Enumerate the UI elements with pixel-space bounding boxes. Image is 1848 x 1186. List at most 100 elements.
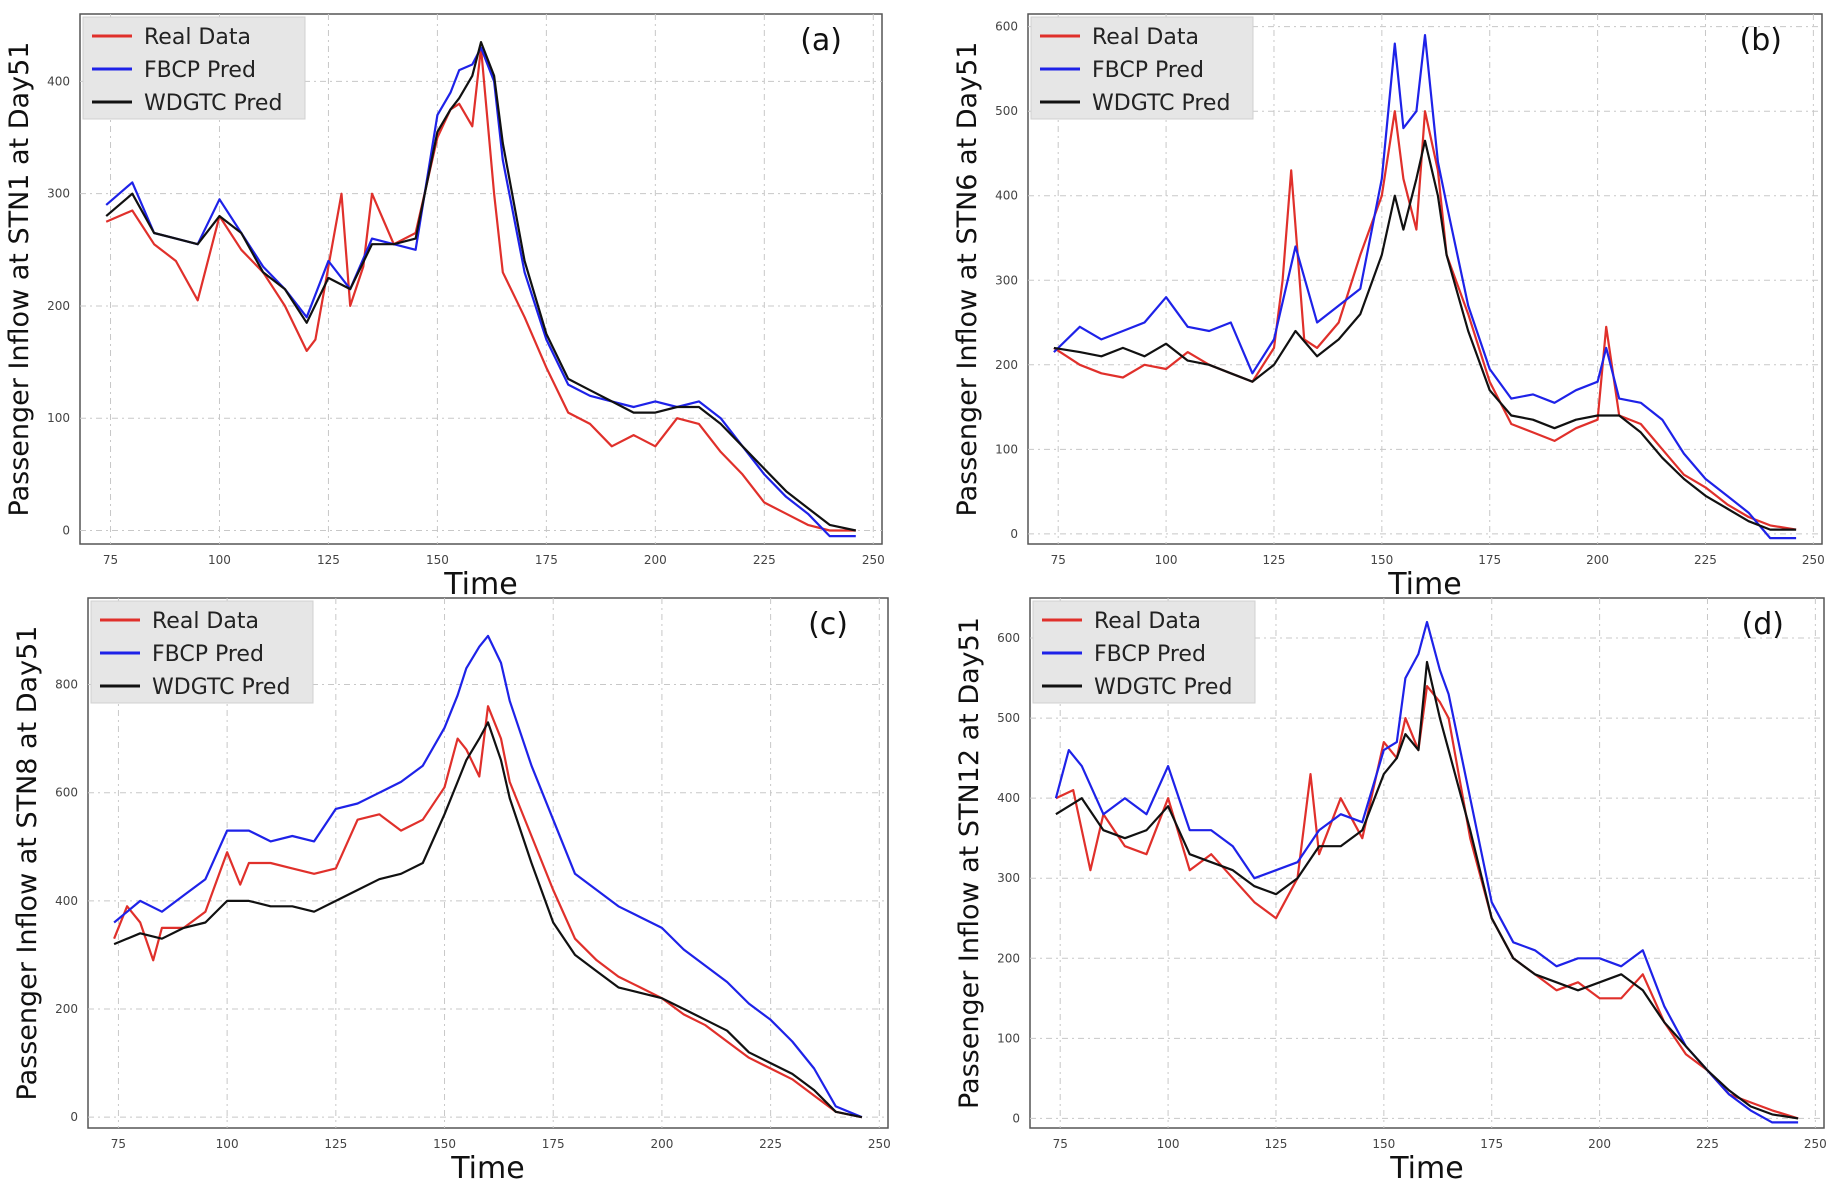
series-line-real bbox=[113, 705, 863, 1119]
x-tick-label: 75 bbox=[1053, 1137, 1068, 1151]
y-tick-label: 400 bbox=[55, 894, 78, 908]
y-axis-title: Passenger Inflow at STN1 at Day51 bbox=[4, 42, 35, 517]
legend-label-wdgtc: WDGTC Pred bbox=[152, 675, 290, 700]
series-line-wdgtc bbox=[1053, 139, 1797, 531]
x-tick-label: 125 bbox=[324, 1137, 347, 1151]
legend-label-real: Real Data bbox=[1094, 609, 1201, 634]
x-axis-title: Time bbox=[450, 1151, 524, 1186]
y-tick-label: 200 bbox=[55, 1002, 78, 1016]
x-tick-label: 100 bbox=[1155, 553, 1178, 567]
x-tick-label: 150 bbox=[1372, 1137, 1395, 1151]
y-tick-label: 300 bbox=[995, 273, 1018, 287]
y-tick-label: 400 bbox=[47, 74, 70, 88]
x-tick-label: 250 bbox=[862, 553, 885, 567]
x-tick-label: 225 bbox=[1696, 1137, 1719, 1151]
chart-panel-c: 75 100 125 150 175 200 225 250 0 200 400 600 800 Time… bbox=[12, 597, 891, 1186]
x-tick-label: 200 bbox=[644, 553, 667, 567]
series-line-fbcp bbox=[113, 634, 863, 1119]
x-tick-label: 125 bbox=[317, 553, 340, 567]
x-tick-label: 250 bbox=[868, 1137, 891, 1151]
x-tick-label: 100 bbox=[216, 1137, 239, 1151]
y-tick-label: 400 bbox=[997, 791, 1020, 805]
series-line-wdgtc bbox=[113, 721, 863, 1119]
x-tick-label: 200 bbox=[1588, 1137, 1611, 1151]
series-line-wdgtc bbox=[1055, 660, 1799, 1120]
y-tick-label: 200 bbox=[997, 951, 1020, 965]
x-tick-label: 175 bbox=[1480, 1137, 1503, 1151]
x-tick-label: 150 bbox=[426, 553, 449, 567]
y-tick-label: 100 bbox=[995, 442, 1018, 456]
x-tick-label: 150 bbox=[1370, 553, 1393, 567]
x-tick-label: 125 bbox=[1263, 553, 1286, 567]
y-tick-label: 600 bbox=[995, 20, 1018, 34]
x-axis-title: Time bbox=[1389, 1151, 1463, 1186]
y-tick-label: 600 bbox=[55, 786, 78, 800]
x-axis-title: Time bbox=[1387, 567, 1461, 602]
legend: Real Data FBCP Pred WDGTC Pred bbox=[82, 16, 306, 120]
y-tick-label: 600 bbox=[997, 631, 1020, 645]
x-tick-label: 75 bbox=[1051, 553, 1066, 567]
legend-label-real: Real Data bbox=[144, 25, 251, 50]
legend: Real Data FBCP Pred WDGTC Pred bbox=[90, 600, 314, 704]
y-tick-label: 0 bbox=[62, 524, 70, 538]
x-tick-label: 225 bbox=[759, 1137, 782, 1151]
legend-label-wdgtc: WDGTC Pred bbox=[1094, 675, 1232, 700]
series-line-real bbox=[105, 46, 856, 532]
series-line-fbcp bbox=[1054, 620, 1799, 1124]
legend-label-fbcp: FBCP Pred bbox=[152, 642, 264, 667]
chart-panel-a: 75 100 125 150 175 200 225 250 0 100 200 300 400 Time… bbox=[4, 13, 885, 602]
x-tick-label: 100 bbox=[1157, 1137, 1180, 1151]
legend-label-wdgtc: WDGTC Pred bbox=[144, 91, 282, 116]
y-tick-label: 300 bbox=[47, 187, 70, 201]
y-tick-label: 500 bbox=[997, 711, 1020, 725]
panel-label: (a) bbox=[800, 23, 842, 58]
series-line-real bbox=[1055, 684, 1799, 1120]
x-tick-label: 175 bbox=[535, 553, 558, 567]
series-line-wdgtc bbox=[105, 40, 857, 532]
legend-label-fbcp: FBCP Pred bbox=[1094, 642, 1206, 667]
y-tick-label: 300 bbox=[997, 871, 1020, 885]
x-tick-label: 150 bbox=[433, 1137, 456, 1151]
x-tick-label: 225 bbox=[1694, 553, 1717, 567]
y-tick-label: 100 bbox=[47, 411, 70, 425]
legend-label-fbcp: FBCP Pred bbox=[144, 58, 256, 83]
y-tick-label: 400 bbox=[995, 189, 1018, 203]
x-tick-label: 75 bbox=[103, 553, 118, 567]
y-axis-title: Passenger Inflow at STN6 at Day51 bbox=[952, 42, 983, 517]
legend-label-wdgtc: WDGTC Pred bbox=[1092, 91, 1230, 116]
chart-panel-b: 75 100 125 150 175 200 225 250 0 100 200 300 400 500 6… bbox=[952, 13, 1825, 602]
x-tick-label: 200 bbox=[1586, 553, 1609, 567]
x-tick-label: 125 bbox=[1265, 1137, 1288, 1151]
series-line-fbcp bbox=[1053, 33, 1797, 540]
panel-label: (c) bbox=[808, 607, 848, 642]
y-tick-label: 200 bbox=[47, 299, 70, 313]
y-tick-label: 0 bbox=[1010, 527, 1018, 541]
y-tick-label: 0 bbox=[1012, 1111, 1020, 1125]
series-line-real bbox=[1053, 110, 1797, 531]
x-tick-label: 175 bbox=[542, 1137, 565, 1151]
x-tick-label: 225 bbox=[753, 553, 776, 567]
x-tick-label: 250 bbox=[1804, 1137, 1827, 1151]
y-tick-label: 100 bbox=[997, 1031, 1020, 1045]
y-tick-label: 800 bbox=[55, 678, 78, 692]
x-tick-label: 75 bbox=[111, 1137, 126, 1151]
legend: Real Data FBCP Pred WDGTC Pred bbox=[1030, 16, 1254, 120]
y-axis-title: Passenger Inflow at STN12 at Day51 bbox=[954, 617, 985, 1109]
chart-panel-d: 75 100 125 150 175 200 225 250 0 100 200 300 400 500 6… bbox=[954, 597, 1827, 1186]
panel-label: (d) bbox=[1742, 607, 1784, 642]
y-tick-label: 0 bbox=[70, 1110, 78, 1124]
y-tick-label: 200 bbox=[995, 358, 1018, 372]
legend: Real Data FBCP Pred WDGTC Pred bbox=[1032, 600, 1256, 704]
x-tick-label: 100 bbox=[208, 553, 231, 567]
x-tick-label: 250 bbox=[1802, 553, 1825, 567]
x-tick-label: 200 bbox=[650, 1137, 673, 1151]
legend-label-real: Real Data bbox=[1092, 25, 1199, 50]
y-axis-title: Passenger Inflow at STN8 at Day51 bbox=[12, 626, 43, 1101]
panel-label: (b) bbox=[1740, 23, 1782, 58]
y-tick-label: 500 bbox=[995, 104, 1018, 118]
x-tick-label: 175 bbox=[1478, 553, 1501, 567]
legend-label-real: Real Data bbox=[152, 609, 259, 634]
legend-label-fbcp: FBCP Pred bbox=[1092, 58, 1204, 83]
x-axis-title: Time bbox=[443, 567, 517, 602]
